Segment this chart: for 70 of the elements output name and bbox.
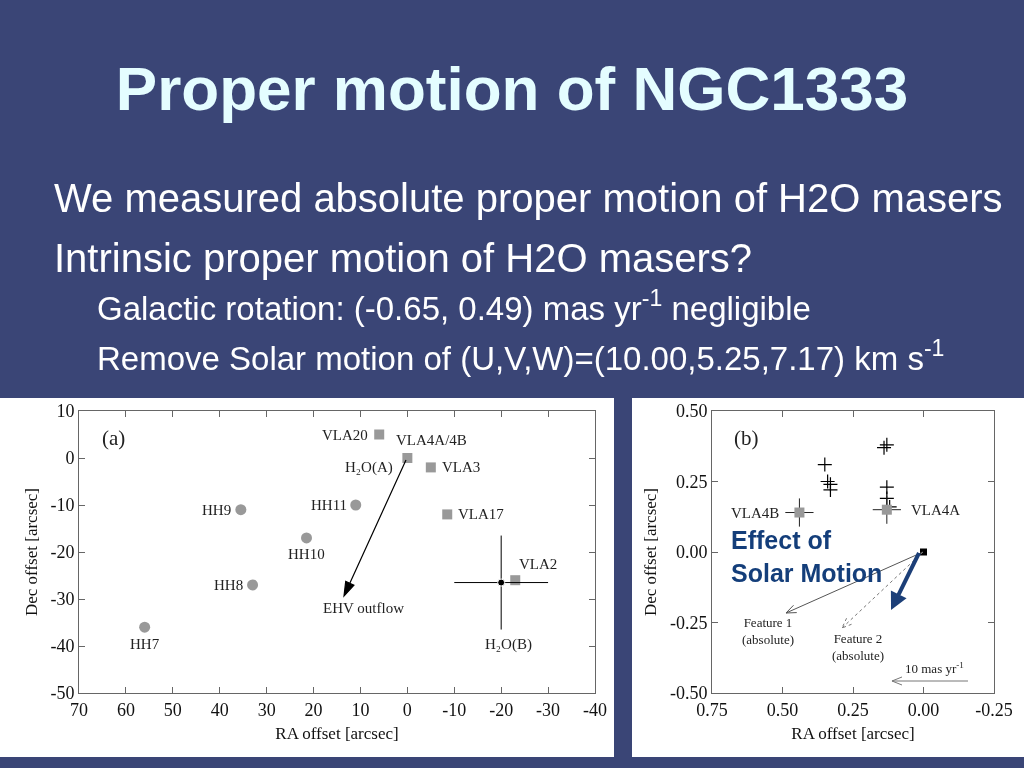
point [497,578,506,587]
annotation: (b) [734,426,759,450]
y-tick-label: 0.25 [675,471,708,492]
point [139,621,151,633]
annotation: VLA17 [458,506,505,522]
y-tick-label: -40 [50,636,75,657]
annotation: H₂O(A) [345,459,393,476]
x-tick-label: 0.00 [907,699,940,720]
annotation: Feature 2 (absolute) [832,631,884,663]
text: Proper motion of NGC1333 [115,53,909,123]
y-tick-label: 0.00 [675,542,708,563]
x-tick-label: 20 [304,699,323,720]
y-axis-title: Dec offset [arcsec] [641,487,661,617]
y-tick-label: -0.25 [669,612,708,633]
x-tick-label: 10 [351,699,370,720]
y-tick-label: -20 [50,542,75,563]
text: We measured absolute proper motion of H2O masers [54,176,1003,220]
y-tick-label: -10 [50,495,75,516]
annotation: HH9 [202,502,232,518]
point [442,509,453,520]
x-tick-label: -20 [489,699,514,720]
x-tick-label: 0 [402,699,412,720]
point [822,482,839,498]
point [794,507,805,518]
y-tick-label: 10 [56,401,75,422]
point [510,575,521,586]
y-axis-title: Dec offset [arcsec] [21,487,41,617]
y-tick-label: -30 [50,589,75,610]
x-tick-label: 60 [116,699,135,720]
x-axis-title: RA offset [arcsec] [791,724,915,743]
point [350,499,362,511]
x-tick-label: -10 [442,699,467,720]
x-tick-label: 0.25 [837,699,869,720]
point [425,462,436,473]
point [301,532,313,544]
annotation: HH10 [288,546,325,562]
annotation: H₂O(B) [485,636,532,653]
point [881,504,892,515]
x-tick-label: -30 [536,699,561,720]
y-tick-label: 0 [65,448,75,469]
annotation: EHV outflow [323,600,405,616]
annotation: VLA4B [731,505,780,521]
point [235,504,247,516]
x-tick-label: 50 [163,699,182,720]
point [817,456,833,473]
annotation: HH11 [311,497,348,513]
annotation: VLA3 [442,459,481,475]
annotation: HH8 [214,577,244,593]
annotation: Feature 1 (absolute) [742,615,794,647]
point [247,579,259,591]
point [374,429,385,440]
x-axis-title: RA offset [arcsec] [275,724,399,743]
x-tick-label: 30 [257,699,276,720]
annotation: Effect of Solar Motion [731,526,883,587]
x-tick-label: 40 [210,699,229,720]
annotation: HH7 [130,636,160,652]
x-tick-label: 0.50 [766,699,799,720]
text: Galactic rotation: (-0.65, 0.49) mas yr$^{-1}$ negligible [97,285,811,327]
x-tick-label: -0.25 [975,699,1013,720]
x-tick-label: -40 [583,699,607,720]
point [402,453,413,463]
annotation: VLA4A [911,502,961,518]
annotation: VLA20 [322,427,368,443]
annotation: VLA2 [519,556,558,572]
text: Intrinsic proper motion of H2O masers? [54,236,753,280]
annotation: (a) [102,426,126,450]
text: Remove Solar motion of (U,V,W)=(10.00,5.25,7.17) km s$^{-1}$ [97,335,945,377]
annotation: 10 mas yr$^{-1}$ [905,660,964,677]
y-tick-label: 0.50 [675,401,708,422]
annotation: VLA4A/4B [396,432,467,448]
